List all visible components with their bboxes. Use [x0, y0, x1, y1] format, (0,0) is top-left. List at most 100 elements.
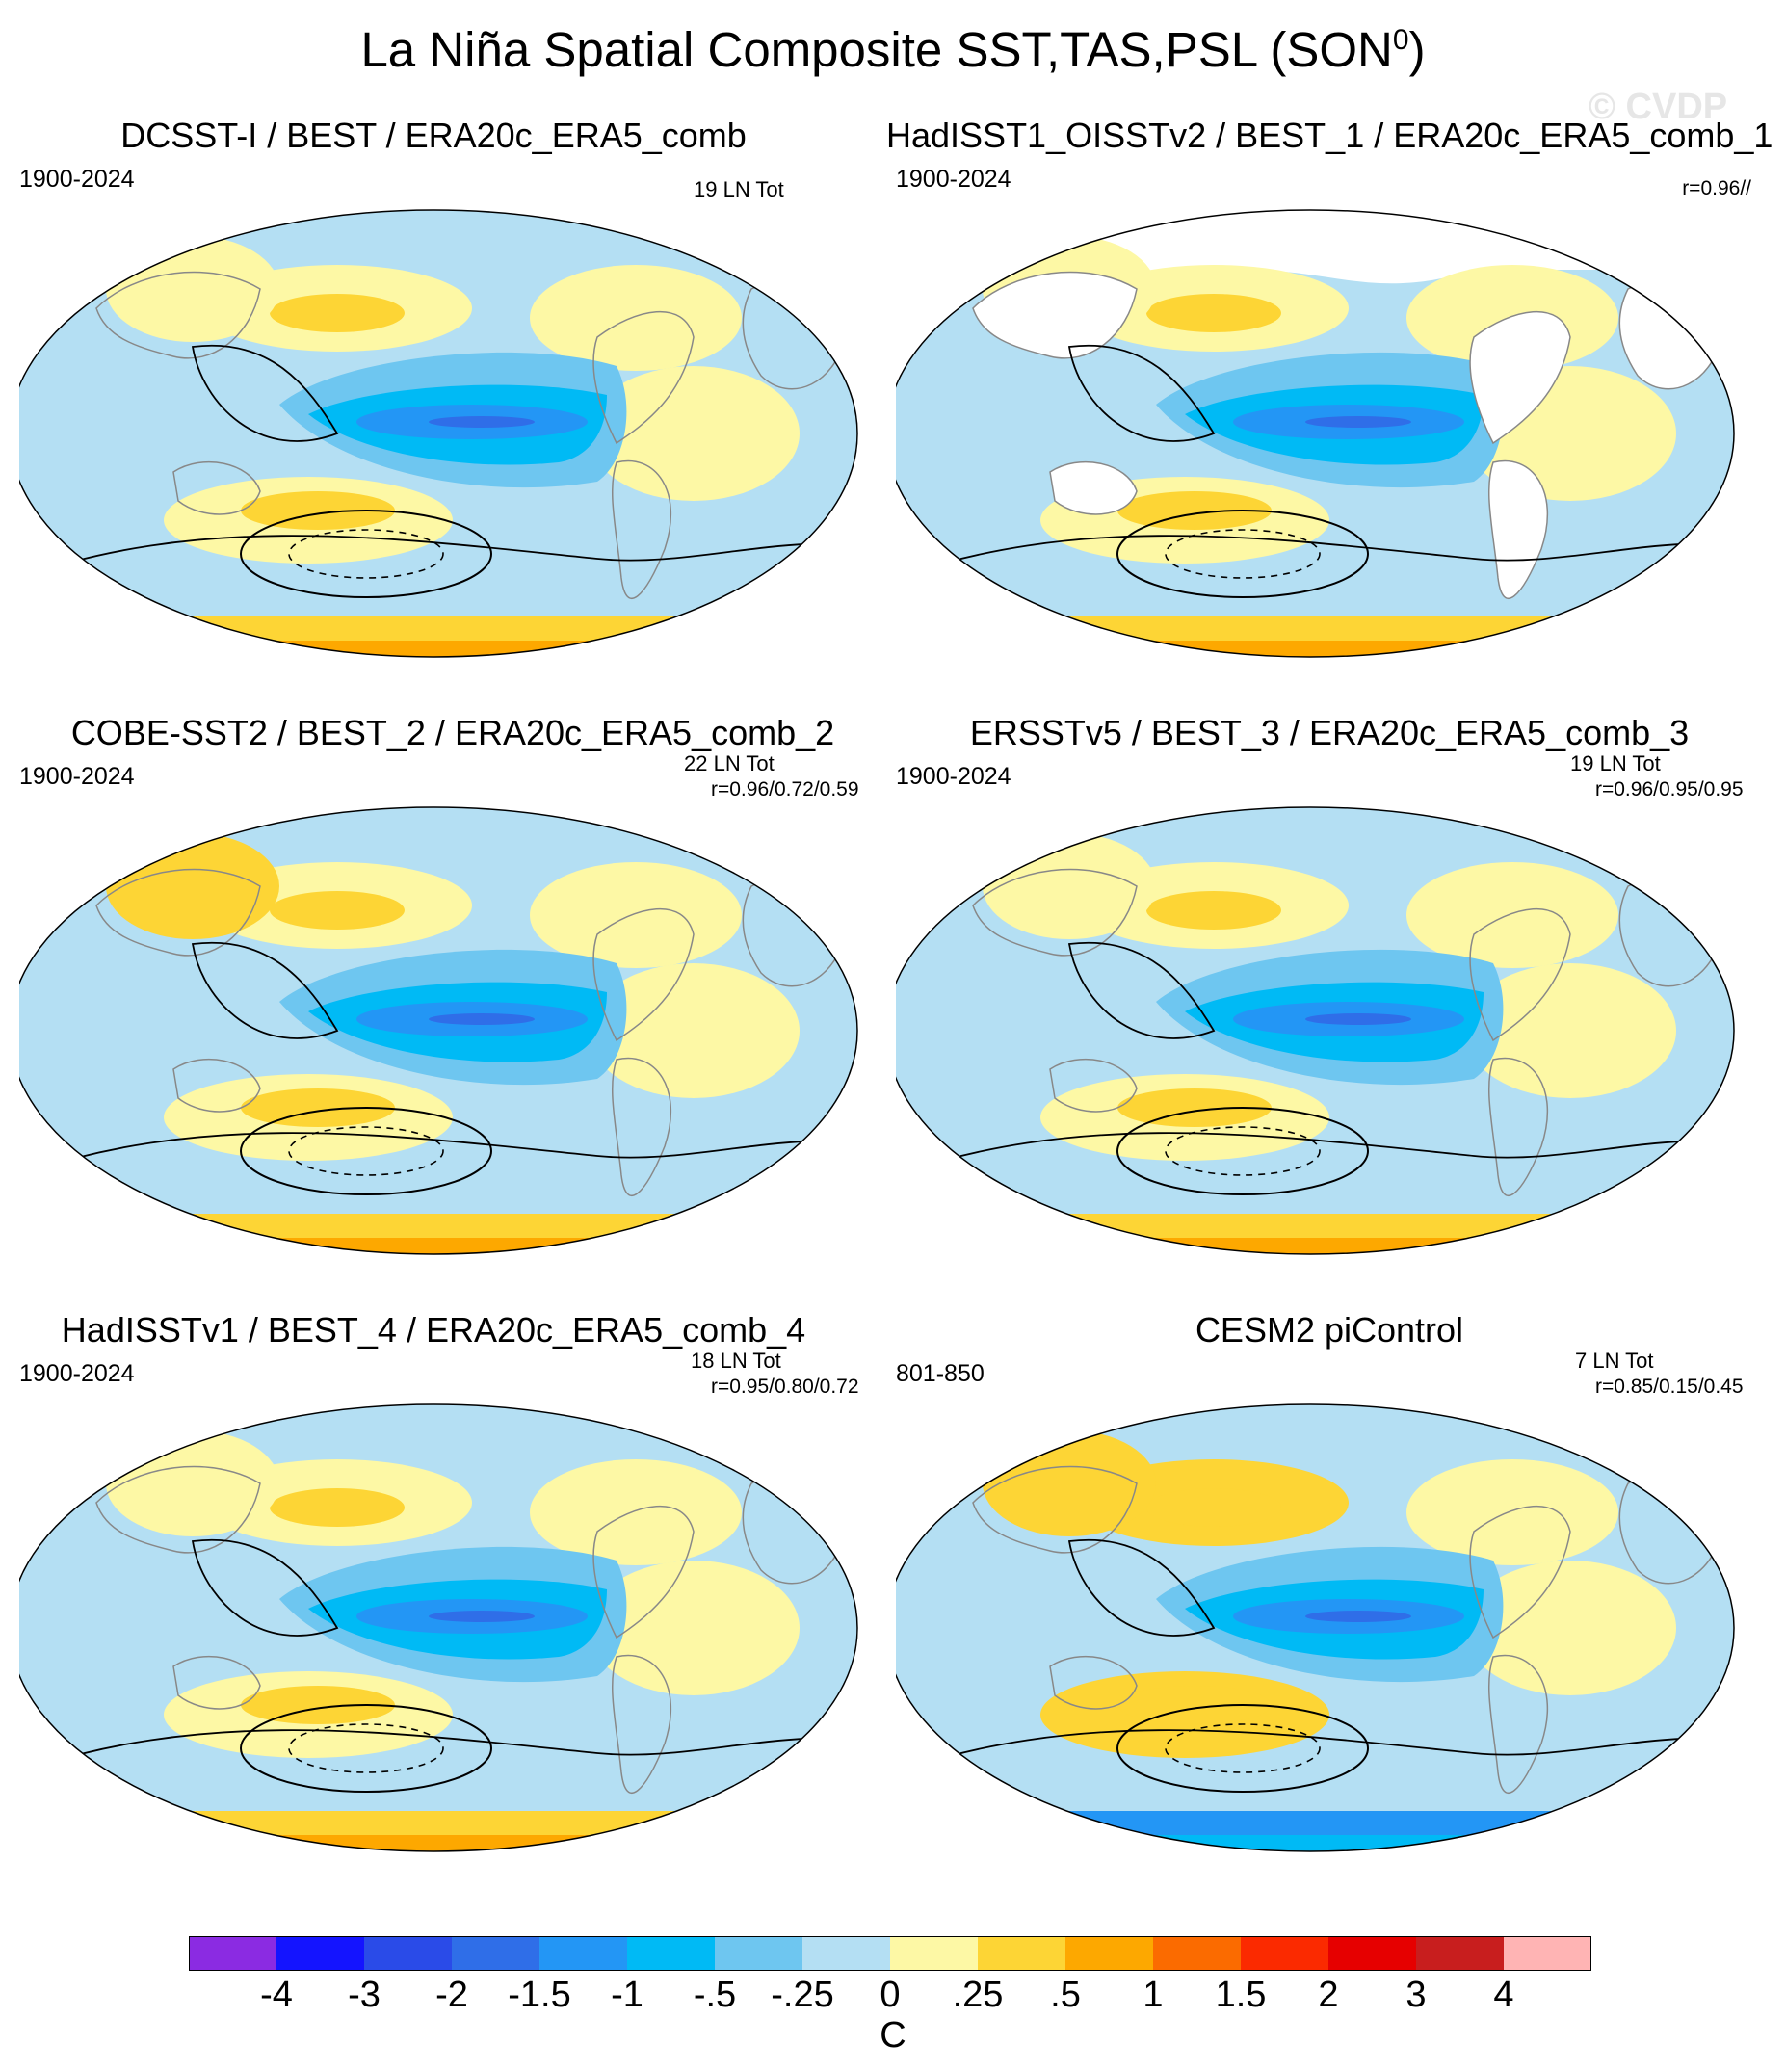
- continent-outline: [172, 1058, 261, 1113]
- continent-outline: [1487, 1654, 1549, 1794]
- colorbar-swatch: [627, 1936, 716, 1971]
- cold-anomaly: [1305, 1013, 1411, 1025]
- continent-outline: [611, 1654, 672, 1794]
- continent-outline: [972, 868, 1138, 957]
- warm-anomaly: [1117, 491, 1272, 530]
- warm-anomaly: [106, 833, 279, 939]
- psl-contour: [288, 529, 444, 579]
- panel-title: CESM2 piControl: [1195, 1310, 1464, 1350]
- southern-band: [992, 1835, 1474, 1851]
- event-count: 19 LN Tot: [1570, 751, 1661, 775]
- psl-contour: [19, 1132, 857, 1176]
- southern-band: [992, 1238, 1474, 1254]
- panel-title: DCSST-I / BEST / ERA20c_ERA5_comb: [120, 116, 747, 155]
- colorbar-swatch: [189, 1936, 277, 1971]
- colorbar-swatch: [1241, 1936, 1329, 1971]
- warm-anomaly: [983, 1430, 1156, 1536]
- panel-title: HadISST1_OISSTv2 / BEST_1 / ERA20c_ERA5_…: [886, 116, 1773, 155]
- warm-anomaly: [530, 1459, 742, 1565]
- psl-contour: [240, 1107, 492, 1195]
- psl-contour: [1165, 529, 1321, 579]
- warm-anomaly: [588, 963, 800, 1098]
- psl-contour: [191, 941, 339, 1039]
- cold-anomaly: [429, 416, 535, 428]
- continent-outline: [611, 1057, 672, 1196]
- year-range: 1900-2024: [896, 763, 1011, 790]
- panel-title: COBE-SST2 / BEST_2 / ERA20c_ERA5_comb_2: [70, 713, 835, 752]
- warm-anomaly: [270, 1488, 405, 1527]
- pattern-correlation: r=0.96//: [1682, 177, 1751, 199]
- colorbar-swatch: [978, 1936, 1066, 1971]
- event-count: 7 LN Tot: [1575, 1349, 1654, 1373]
- map-panel: CESM2 piControl 801-850 7 LN Tot r=0.85/…: [896, 1310, 1763, 1898]
- southern-band: [116, 641, 597, 657]
- colorbar-swatch: [1153, 1936, 1242, 1971]
- warm-anomaly: [241, 491, 395, 530]
- colorbar-swatch: [1328, 1936, 1417, 1971]
- warm-anomaly: [270, 891, 405, 930]
- colorbar-frame: [189, 1936, 1591, 1971]
- pattern-correlation: r=0.95/0.80/0.72: [711, 1376, 859, 1398]
- warm-anomaly: [270, 294, 405, 332]
- pattern-correlation: r=0.85/0.15/0.45: [1595, 1376, 1744, 1398]
- colorbar-swatch: [539, 1936, 628, 1971]
- colorbar-tick-label: 3: [1405, 1975, 1427, 2015]
- colorbar-tick-label: -1: [611, 1975, 643, 2015]
- colorbar-tick-label: -.25: [771, 1975, 834, 2015]
- warm-anomaly: [241, 1088, 395, 1127]
- continent-outline: [1049, 1655, 1138, 1710]
- colorbar-swatch: [452, 1936, 540, 1971]
- psl-contour: [1116, 1107, 1369, 1195]
- warm-anomaly: [1464, 1561, 1676, 1695]
- warm-anomaly: [1146, 294, 1281, 332]
- colorbar-tick-label: 1: [1143, 1975, 1164, 2015]
- psl-contour: [240, 1704, 492, 1793]
- psl-contour: [19, 535, 857, 579]
- colorbar-tick-label: -3: [348, 1975, 381, 2015]
- cold-anomaly: [1305, 416, 1411, 428]
- colorbar-swatch: [1416, 1936, 1505, 1971]
- sst-anomaly-map: [896, 209, 1735, 658]
- psl-contour: [191, 344, 339, 442]
- year-range: 1900-2024: [19, 763, 135, 790]
- year-range: 1900-2024: [896, 166, 1011, 193]
- colorbar-tick-label: 1.5: [1215, 1975, 1267, 2015]
- cvdp-watermark: © CVDP: [1589, 87, 1728, 127]
- map-field: [19, 210, 857, 657]
- map-panel: ERSSTv5 / BEST_3 / ERA20c_ERA5_comb_3 19…: [896, 713, 1763, 1300]
- warm-anomaly: [588, 366, 800, 501]
- continent-outline: [611, 459, 672, 599]
- continent-outline: [972, 271, 1138, 359]
- continent-outline: [172, 1655, 261, 1710]
- continent-outline: [972, 1465, 1138, 1554]
- psl-contour: [896, 1729, 1734, 1773]
- southern-band: [116, 1238, 597, 1254]
- colorbar-swatch: [1065, 1936, 1154, 1971]
- continent-outline: [1469, 1506, 1571, 1639]
- colorbar-tick-label: .5: [1050, 1975, 1081, 2015]
- colorbar-labels: -4 -3 -2 -1.5 -1 -.5 -.25 0 .25 .5 1 1.5 2 3 4: [0, 1975, 1786, 2023]
- year-range: 1900-2024: [19, 1360, 135, 1387]
- psl-contour: [240, 510, 492, 598]
- warm-anomaly: [1464, 963, 1676, 1098]
- map-border: [19, 806, 858, 1255]
- southern-band: [992, 641, 1474, 657]
- psl-contour: [288, 1126, 444, 1176]
- psl-contour: [1116, 1704, 1369, 1793]
- event-count: 18 LN Tot: [691, 1349, 781, 1373]
- map-border: [19, 209, 858, 658]
- map-field: [896, 1404, 1734, 1851]
- continent-outline: [1487, 459, 1549, 599]
- warm-anomaly: [1406, 862, 1618, 968]
- warm-anomaly: [588, 1561, 800, 1695]
- map-border: [896, 806, 1735, 1255]
- continent-outline: [95, 868, 261, 957]
- sst-anomaly-map: [896, 1403, 1735, 1852]
- colorbar-swatch: [364, 1936, 453, 1971]
- warm-anomaly: [1146, 1488, 1281, 1527]
- figure-title: La Niña Spatial Composite SST,TAS,PSL (S…: [360, 22, 1426, 77]
- colorbar-swatch: [715, 1936, 803, 1971]
- continent-outline: [592, 908, 695, 1042]
- colorbar-swatch: [890, 1936, 979, 1971]
- warm-anomaly: [1406, 1459, 1618, 1565]
